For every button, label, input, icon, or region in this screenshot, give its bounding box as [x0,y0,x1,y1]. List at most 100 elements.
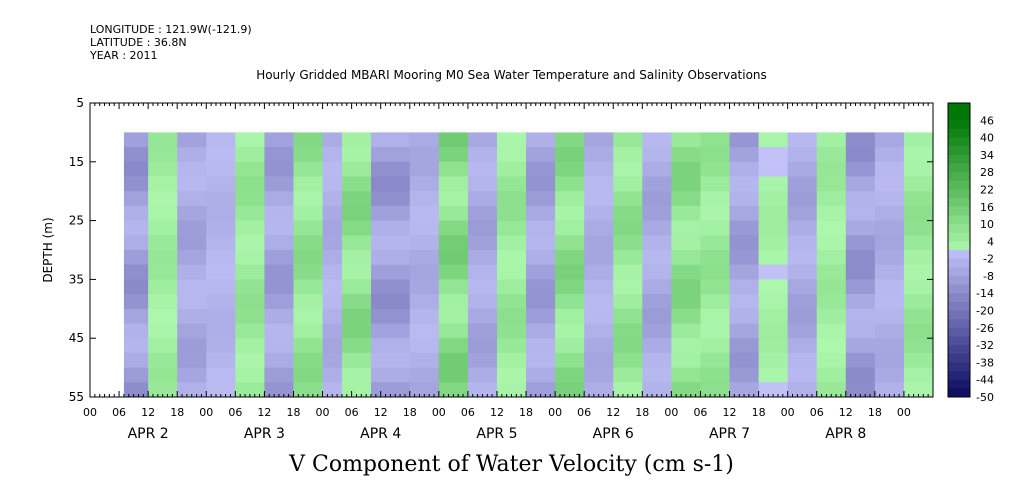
heatmap-cell [845,250,876,266]
heatmap-cell [671,367,701,383]
heatmap-cell [729,176,760,192]
heatmap-cell [526,132,556,148]
heatmap-cell [671,294,701,310]
colorbar-swatch [948,353,970,363]
heatmap-cell [293,250,324,266]
heatmap-cell [845,176,876,192]
heatmap-cell [729,191,760,207]
heatmap-cell [874,294,905,310]
heatmap-cell [758,161,789,177]
heatmap-cell [371,191,411,207]
heatmap-cell [264,367,294,383]
heatmap-cell [467,191,498,207]
y-tick-label: 45 [69,331,84,345]
heatmap-cell [642,132,672,148]
heatmap-cell [613,176,643,192]
heatmap-cell [206,382,236,398]
heatmap-cell [293,132,324,148]
heatmap-cell [642,294,672,310]
heatmap-cell [526,176,556,192]
heatmap-cell [874,279,905,295]
heatmap-cell [903,132,934,148]
heatmap-cell [787,323,818,339]
colorbar-swatch [948,250,970,260]
x-tick-label: 06 [810,406,824,419]
x-tick-label: 18 [868,406,882,419]
heatmap-cell [293,205,324,222]
colorbar-swatch [948,345,970,355]
heatmap-cell [874,338,905,354]
heatmap-cell [264,161,294,177]
heatmap-cell [700,205,731,222]
heatmap-cell [409,323,440,339]
heatmap-cell [206,147,236,163]
heatmap-cell [642,205,672,222]
heatmap-cell [235,308,265,324]
colorbar-swatch [948,371,970,381]
heatmap-cell [177,352,207,369]
heatmap-cell [874,352,905,369]
heatmap-cell [322,338,343,354]
heatmap-cell [206,132,236,148]
x-tick-label: 18 [752,406,766,419]
heatmap-cell [293,235,324,251]
heatmap-cell [206,176,236,192]
heatmap-cell [341,147,372,163]
heatmap-cell [235,161,265,177]
heatmap-cell [729,382,760,398]
heatmap-cell [123,191,149,207]
heatmap-cell [874,264,905,280]
heatmap-cell [467,294,498,310]
heatmap-cell [671,132,701,148]
heatmap-cell [584,132,614,148]
heatmap-cell [787,352,818,369]
heatmap-cell [438,352,469,369]
heatmap-cell [467,279,498,295]
heatmap-cell [642,338,672,354]
colorbar-label: -2 [983,253,994,266]
plot-axes: 00 06 12 18 00 06 12 18 00 06 12 18 00 06 12 18 00 06 12 18… [41,96,934,442]
heatmap-cell [903,220,934,236]
heatmap-cell [700,323,731,339]
heatmap-cell [293,323,324,339]
heatmap-cell [700,250,731,266]
heatmap-cell [787,308,818,324]
heatmap-cell [206,367,236,383]
colorbar-label: 16 [980,201,994,214]
heatmap-cell [322,191,343,207]
x-tick-label: 06 [112,406,126,419]
heatmap-cell [700,235,731,251]
heatmap-cell [787,176,818,192]
heatmap-cell [816,132,847,148]
colorbar-swatch [948,362,970,372]
heatmap-cell [874,147,905,163]
heatmap-cell [642,235,672,251]
heatmap-cell [235,323,265,339]
heatmap-cell [758,382,789,398]
heatmap-cell [496,279,527,295]
heatmap-cell [341,264,372,280]
heatmap-cell [264,279,294,295]
heatmap-cell [293,294,324,310]
heatmap-cell [322,220,343,236]
heatmap-cell [438,338,469,354]
x-day-label: APR 2 [128,426,169,442]
heatmap-cell [123,294,149,310]
x-axis-label: V Component of Water Velocity (cm s-1) [289,452,734,477]
heatmap-cell [177,308,207,324]
heatmap-cell [729,147,760,163]
heatmap-cell [123,367,149,383]
heatmap-cell [322,132,343,148]
heatmap-cell [123,308,149,324]
heatmap-cell [409,205,440,222]
heatmap-cell [874,191,905,207]
heatmap-cell [613,205,643,222]
heatmap-cell [671,308,701,324]
heatmap-cell [816,308,847,324]
heatmap-cell [671,323,701,339]
heatmap-cell [903,205,934,222]
colorbar-swatch [948,103,970,113]
heatmap-cell [206,161,236,177]
heatmap-cell [526,279,556,295]
heatmap-cell [642,367,672,383]
